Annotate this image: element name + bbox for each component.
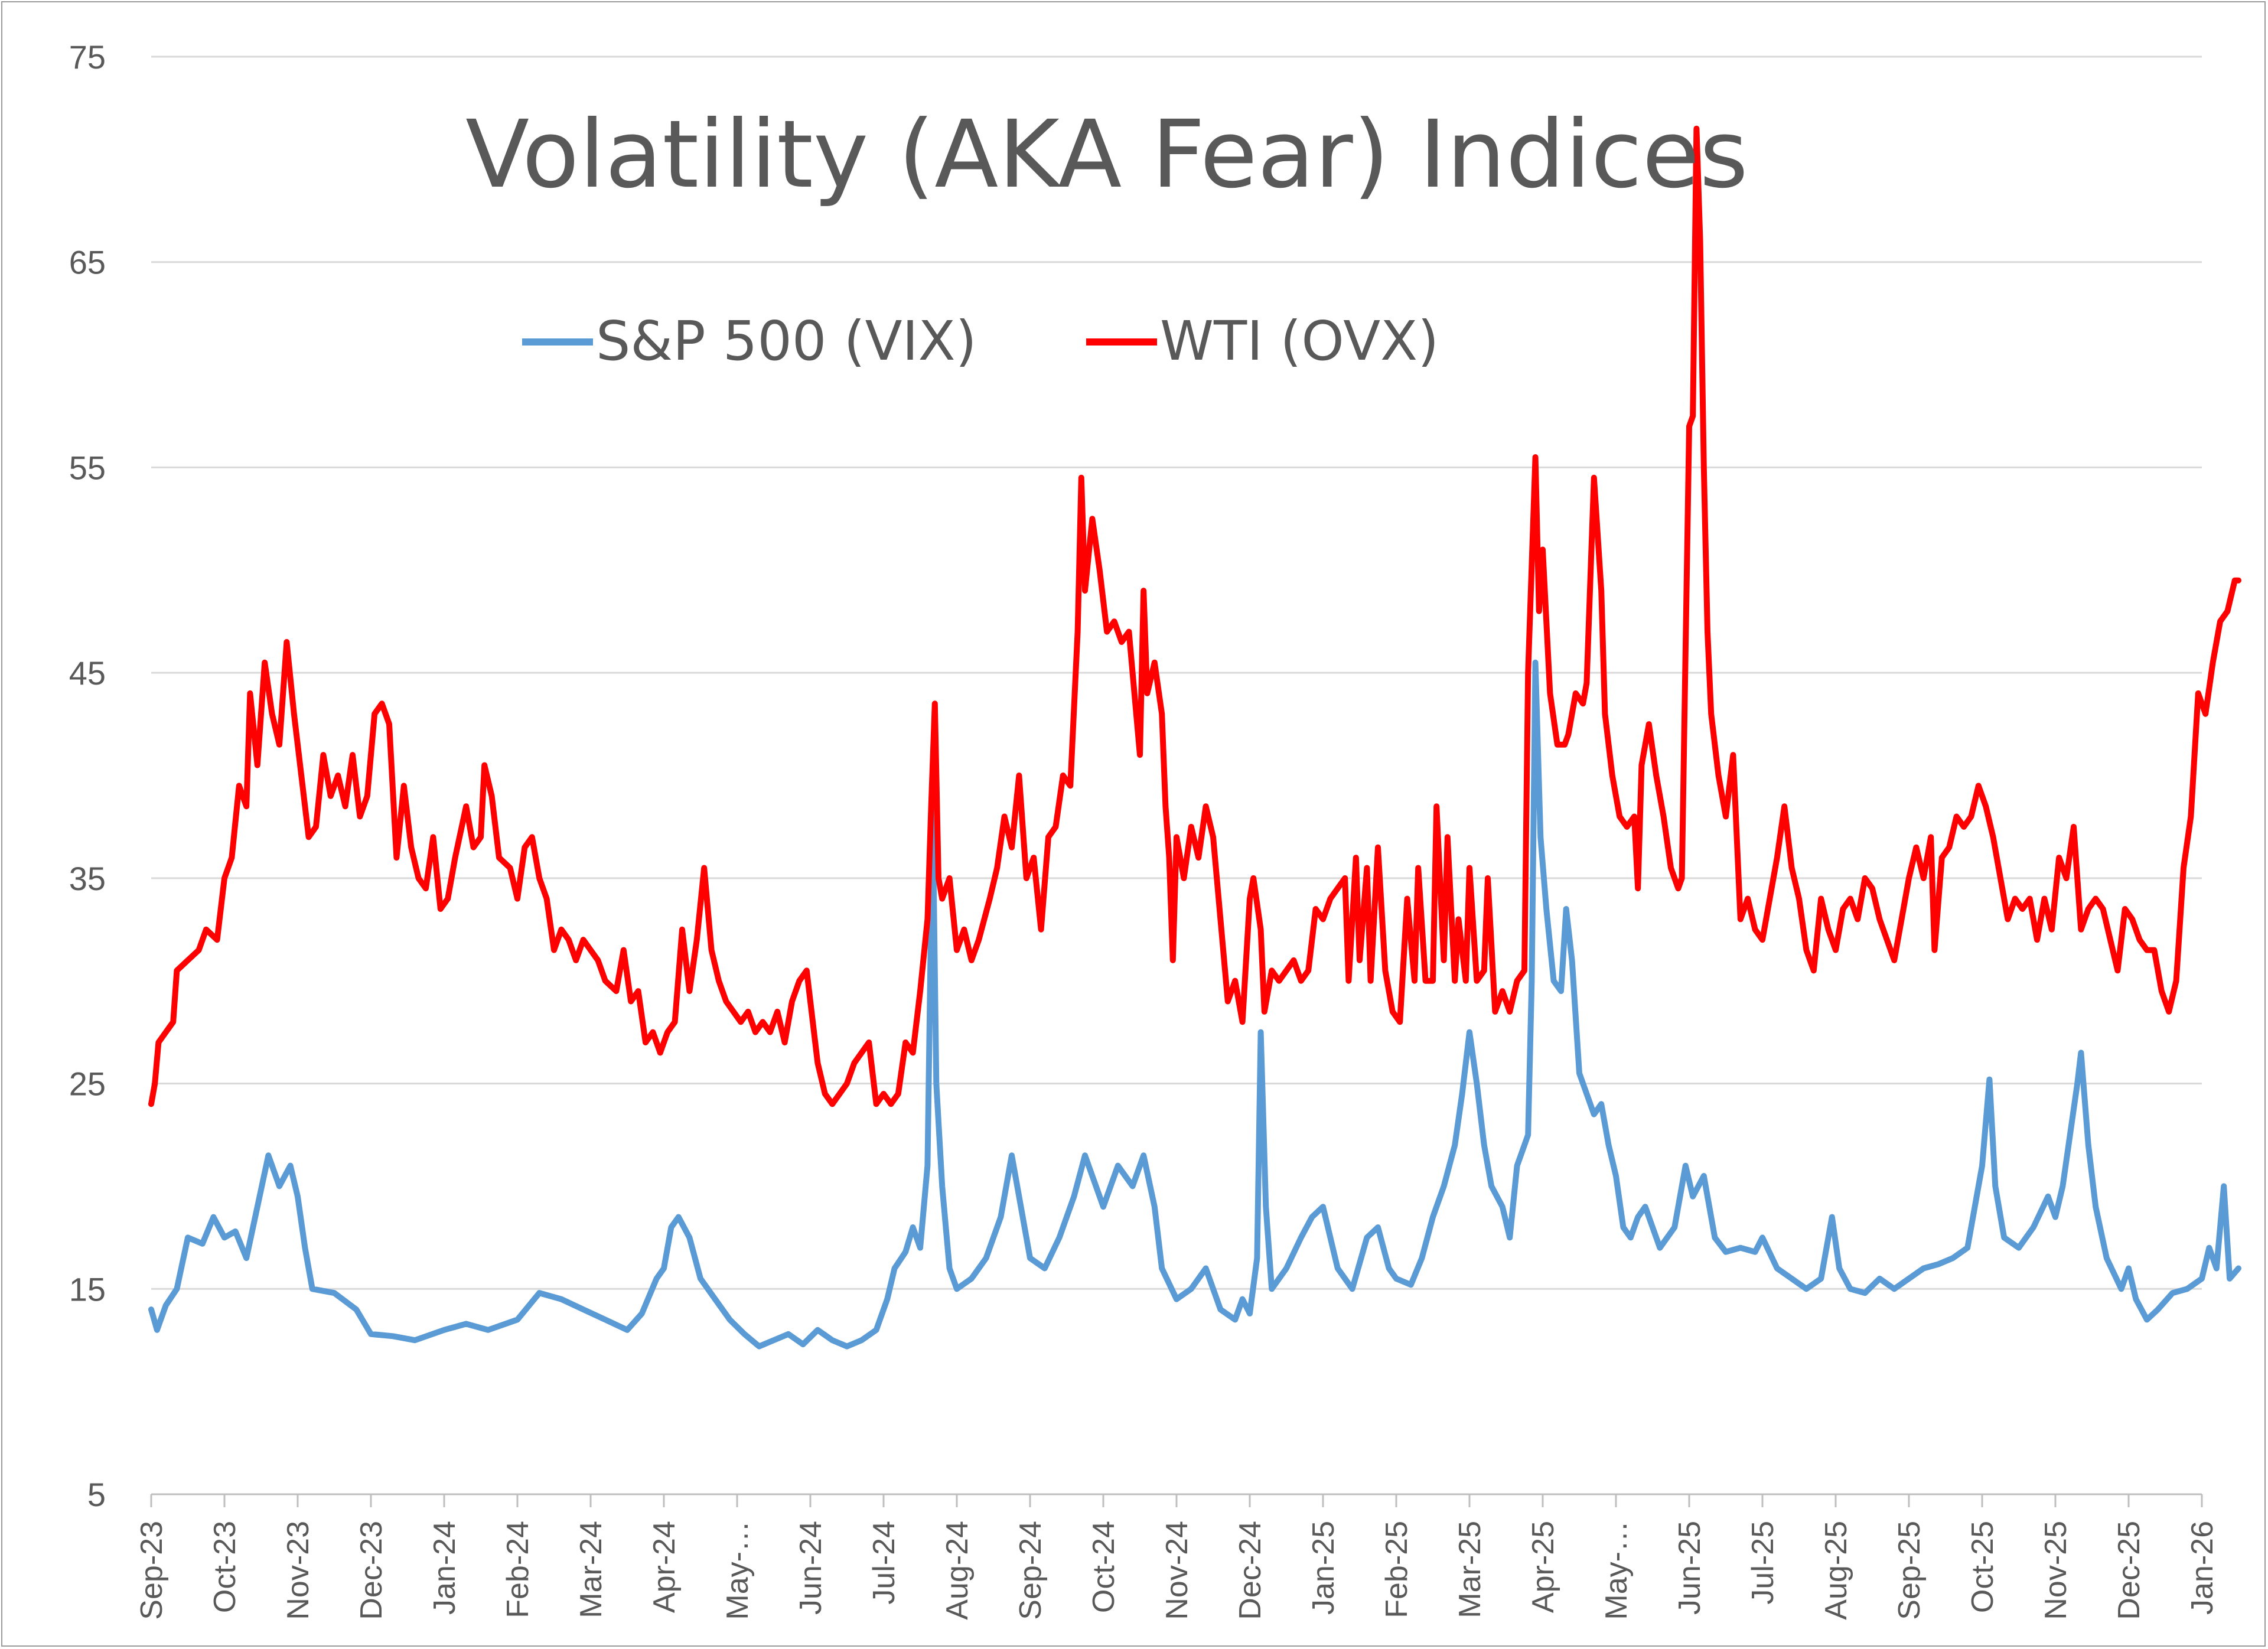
x-tick-label: Apr-24 (647, 1521, 682, 1613)
x-tick-label: Jan-24 (428, 1521, 462, 1615)
x-tick-label: Nov-23 (281, 1521, 315, 1620)
y-tick-label: 65 (69, 244, 106, 281)
x-tick-label: Aug-25 (1819, 1521, 1853, 1620)
y-tick-label: 15 (69, 1270, 106, 1308)
legend-label: WTI (OVX) (1160, 309, 1439, 373)
x-tick-label: Sep-25 (1892, 1521, 1927, 1620)
gridlines (151, 56, 2202, 1495)
x-tick-label: Dec-23 (354, 1521, 389, 1620)
x-tick-label: Mar-25 (1453, 1521, 1487, 1618)
y-tick-label: 35 (69, 860, 106, 897)
y-axis-ticks: 5 15 25 35 45 55 65 75 (69, 38, 106, 1513)
x-tick-label: Jan-25 (1306, 1521, 1341, 1615)
x-tick-label: Mar-24 (574, 1521, 608, 1618)
x-tick-label: Sep-23 (135, 1521, 169, 1620)
chart-title: Volatility (AKA Fear) Indices (465, 100, 1748, 209)
x-tick-label: Jun-25 (1673, 1521, 1707, 1615)
x-tick-label: Dec-25 (2112, 1521, 2146, 1620)
x-tick-label: Jan-26 (2185, 1521, 2220, 1615)
y-tick-label: 5 (87, 1476, 106, 1513)
legend: S&P 500 (VIX) WTI (OVX) (522, 309, 1439, 373)
x-tick-label: Jun-24 (794, 1521, 828, 1615)
x-tick-label: Jul-24 (867, 1521, 901, 1605)
x-tick-label: Jul-25 (1746, 1521, 1780, 1605)
series-line-vix (148, 659, 2241, 1350)
x-tick-label: Sep-24 (1014, 1521, 1048, 1620)
x-tick-label: Aug-24 (940, 1521, 975, 1620)
series-line-ovx (148, 125, 2241, 1107)
x-tick-label: May-… (721, 1521, 755, 1620)
legend-label: S&P 500 (VIX) (596, 309, 977, 373)
x-tick-label: Nov-24 (1160, 1521, 1194, 1620)
y-tick-label: 75 (69, 38, 106, 76)
y-tick-label: 45 (69, 654, 106, 692)
x-tick-label: Oct-25 (1966, 1521, 2000, 1613)
x-tick-label: Nov-25 (2039, 1521, 2073, 1620)
x-tick-label: Feb-25 (1380, 1521, 1414, 1618)
x-axis-ticks: Sep-23 Oct-23 Nov-23 Dec-23 Jan-24 Feb-24 Mar-… (135, 1494, 2220, 1620)
x-tick-label: Feb-24 (501, 1521, 535, 1618)
x-tick-label: Dec-24 (1233, 1521, 1267, 1620)
x-tick-label: Oct-23 (208, 1521, 242, 1613)
x-tick-label: Apr-25 (1526, 1521, 1560, 1613)
series-lines (148, 125, 2241, 1350)
y-tick-label: 55 (69, 449, 106, 486)
x-tick-label: May-… (1599, 1521, 1634, 1620)
y-tick-label: 25 (69, 1065, 106, 1103)
x-tick-label: Oct-24 (1087, 1521, 1121, 1613)
